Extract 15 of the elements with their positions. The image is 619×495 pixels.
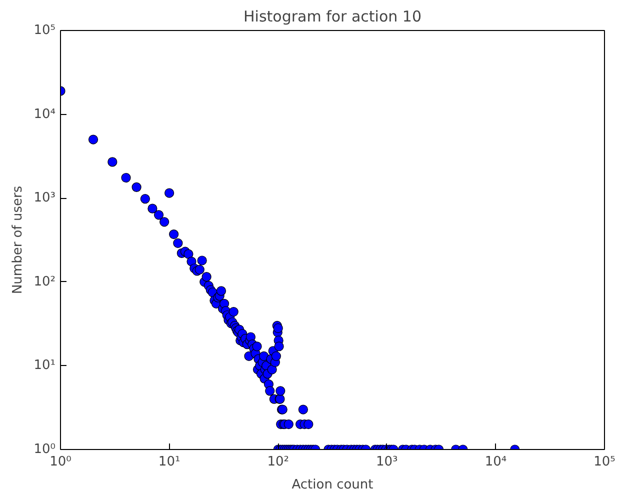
x-tick-label: 10⁵ (594, 454, 616, 470)
x-tick-label: 10⁴ (484, 454, 507, 470)
chart-title: Histogram for action 10 (244, 8, 422, 26)
y-tick-label: 10³ (34, 190, 56, 206)
x-tick-label: 10⁰ (50, 454, 72, 470)
y-axis-title: Number of users (10, 186, 26, 294)
x-tick-label: 10² (267, 454, 289, 470)
y-tick-label: 10⁵ (34, 23, 56, 38)
x-axis-title: Action count (292, 478, 374, 492)
y-tick-label: 10⁴ (34, 106, 56, 122)
x-tick-label: 10¹ (158, 454, 180, 470)
y-tick-label: 10¹ (34, 358, 56, 374)
y-tick-label: 10² (34, 274, 56, 290)
x-tick-label: 10³ (376, 454, 398, 470)
y-tick-label: 10⁰ (34, 442, 56, 457)
